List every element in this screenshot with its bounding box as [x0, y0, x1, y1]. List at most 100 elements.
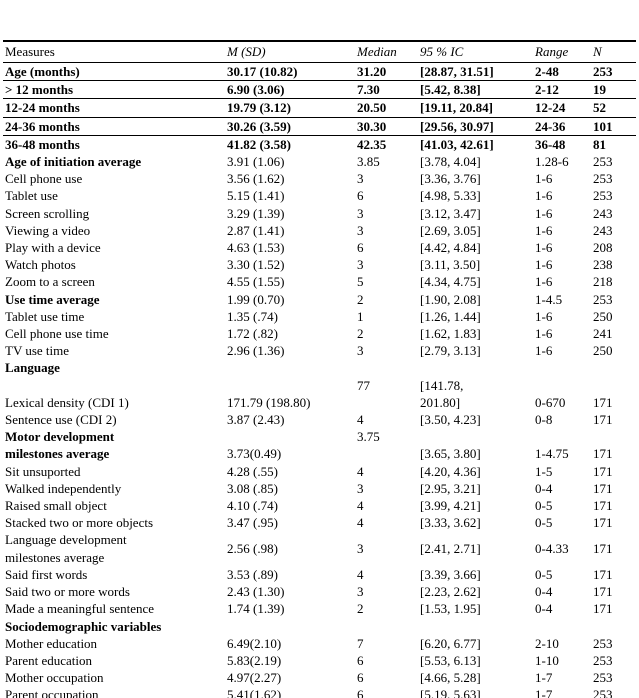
mean-sd-cell: 19.79 (3.12) — [227, 100, 291, 116]
range-cell: 0-5 — [535, 498, 553, 514]
measure-label-cell: Stacked two or more objects — [5, 515, 154, 531]
median-cell: 3 — [357, 222, 364, 238]
table-row: 36-48 months 41.82 (3.58) 42.35 [41.03, … — [3, 135, 636, 153]
descriptive-statistics-table: Measures M (SD) Median 95 % IC Range N A… — [3, 40, 636, 698]
mean-sd-cell: 30.17 (10.82) — [227, 64, 298, 79]
table-row: > 12 months 6.90 (3.06) 7.30 [5.42, 8.38… — [3, 81, 636, 99]
median-cell: 7.30 — [357, 82, 380, 98]
median-cell: 3 — [357, 343, 364, 359]
header-measures: Measures — [5, 44, 55, 59]
mean-sd-cell: 1.35 (.74) — [227, 308, 278, 324]
mean-sd-cell: 3.47 (.95) — [227, 515, 278, 531]
range-cell: 2-12 — [535, 82, 559, 98]
measure-label-cell: Sit unsuported — [5, 463, 81, 479]
confidence-interval-cell: [3.99, 4.21] — [420, 498, 481, 514]
table-row: Said two or more words 2.43 (1.30) 3 [2.… — [3, 583, 636, 600]
range-cell: 1-6 — [535, 205, 553, 221]
range-cell: 1-6 — [535, 274, 553, 290]
confidence-interval-cell: [2.41, 2.71] — [420, 541, 481, 557]
measure-label-cell: Zoom to a screen — [5, 274, 95, 290]
mean-sd-cell: 5.83(2.19) — [227, 652, 282, 668]
median-cell: 77 — [357, 377, 370, 393]
confidence-interval-cell: [2.79, 3.13] — [420, 343, 481, 359]
range-cell: 36-48 — [535, 136, 566, 152]
range-cell: 1-6 — [535, 171, 553, 187]
range-cell: 2-10 — [535, 635, 559, 651]
mean-sd-cell: 3.29 (1.39) — [227, 205, 285, 221]
measure-label-cell: Age (months) — [5, 64, 80, 79]
table-body: Age (months) 30.17 (10.82) 31.20 [28.87,… — [3, 63, 636, 698]
mean-sd-cell — [225, 618, 355, 635]
measure-label-cell: Screen scrolling — [5, 205, 90, 221]
table-row: Sit unsuported 4.28 (.55) 4 [4.20, 4.36]… — [3, 463, 636, 480]
measure-label-cell: Tablet use time — [5, 308, 85, 324]
n-cell: 171 — [593, 515, 613, 531]
median-cell: 3 — [357, 541, 364, 557]
measure-label-cell: Age of initiation average — [5, 154, 142, 170]
measure-label-cell: Sentence use (CDI 2) — [5, 412, 117, 428]
table-row: Viewing a video 2.87 (1.41) 3 [2.69, 3.0… — [3, 222, 636, 239]
n-cell: 171 — [593, 480, 613, 496]
measure-label-cell: Play with a device — [5, 240, 101, 256]
n-cell: 171 — [593, 584, 613, 600]
mean-sd-cell: 3.91 (1.06) — [227, 154, 285, 170]
median-cell: 4 — [357, 463, 364, 479]
confidence-interval-cell: [4.66, 5.28] — [420, 670, 481, 686]
n-cell: 171 — [593, 601, 613, 617]
confidence-interval-cell: [2.69, 3.05] — [420, 222, 481, 238]
median-cell: 1 — [357, 308, 364, 324]
median-cell: 6 — [357, 670, 364, 686]
table-header: Measures M (SD) Median 95 % IC Range N — [3, 41, 636, 63]
median-cell: 3 — [357, 480, 364, 496]
confidence-interval-cell: [141.78, 201.80] — [420, 377, 464, 410]
mean-sd-cell: 5.15 (1.41) — [227, 188, 285, 204]
measure-label-cell: Language development milestones average — [5, 532, 127, 565]
measure-label-cell: Mother occupation — [5, 670, 104, 686]
range-cell: 2-48 — [535, 64, 559, 79]
mean-sd-cell: 4.28 (.55) — [227, 463, 278, 479]
measure-label-cell: Mother education — [5, 635, 98, 651]
range-cell — [533, 359, 591, 376]
mean-sd-cell — [225, 359, 355, 376]
range-cell: 1-5 — [535, 463, 553, 479]
header-n: N — [593, 44, 602, 59]
measure-label-cell: Made a meaningful sentence — [5, 601, 155, 617]
median-cell: 5 — [357, 274, 364, 290]
mean-sd-cell: 6.90 (3.06) — [227, 82, 285, 98]
range-cell: 1-6 — [535, 308, 553, 324]
measure-label-cell: Said first words — [5, 566, 88, 582]
mean-sd-cell: 30.26 (3.59) — [227, 118, 291, 134]
mean-sd-cell: 4.10 (.74) — [227, 498, 278, 514]
n-cell: 238 — [593, 257, 613, 273]
mean-sd-cell: 2.43 (1.30) — [227, 584, 285, 600]
confidence-interval-cell — [418, 618, 533, 635]
measure-label-cell: Language — [5, 360, 60, 376]
median-cell — [355, 618, 418, 635]
median-cell: 3 — [357, 257, 364, 273]
measure-label-cell: Cell phone use — [5, 171, 83, 187]
mean-sd-cell: 3.73(0.49) — [227, 446, 282, 462]
table-row: Age (months) 30.17 (10.82) 31.20 [28.87,… — [3, 63, 636, 81]
table-row: Cell phone use 3.56 (1.62) 3 [3.36, 3.76… — [3, 170, 636, 187]
n-cell: 19 — [593, 82, 606, 98]
range-cell: 0-8 — [535, 412, 553, 428]
measure-label-cell: Raised small object — [5, 498, 107, 514]
range-cell: 1-6 — [535, 326, 553, 342]
mean-sd-cell: 4.55 (1.55) — [227, 274, 285, 290]
confidence-interval-cell: [3.12, 3.47] — [420, 205, 481, 221]
n-cell: 208 — [593, 240, 613, 256]
n-cell: 171 — [593, 446, 613, 462]
confidence-interval-cell: [4.34, 4.75] — [420, 274, 481, 290]
confidence-interval-cell: [5.19, 5.63] — [420, 687, 481, 698]
mean-sd-cell: 6.49(2.10) — [227, 635, 282, 651]
confidence-interval-cell: [29.56, 30.97] — [420, 118, 494, 134]
range-cell: 0-4 — [535, 584, 553, 600]
table-row: TV use time 2.96 (1.36) 3 [2.79, 3.13] 1… — [3, 342, 636, 359]
median-cell: 4 — [357, 498, 364, 514]
range-cell: 1-4.5 — [535, 291, 563, 307]
range-cell: 1-6 — [535, 343, 553, 359]
n-cell: 253 — [593, 291, 613, 307]
mean-sd-cell: 2.87 (1.41) — [227, 222, 285, 238]
table-row: Watch photos 3.30 (1.52) 3 [3.11, 3.50] … — [3, 256, 636, 273]
